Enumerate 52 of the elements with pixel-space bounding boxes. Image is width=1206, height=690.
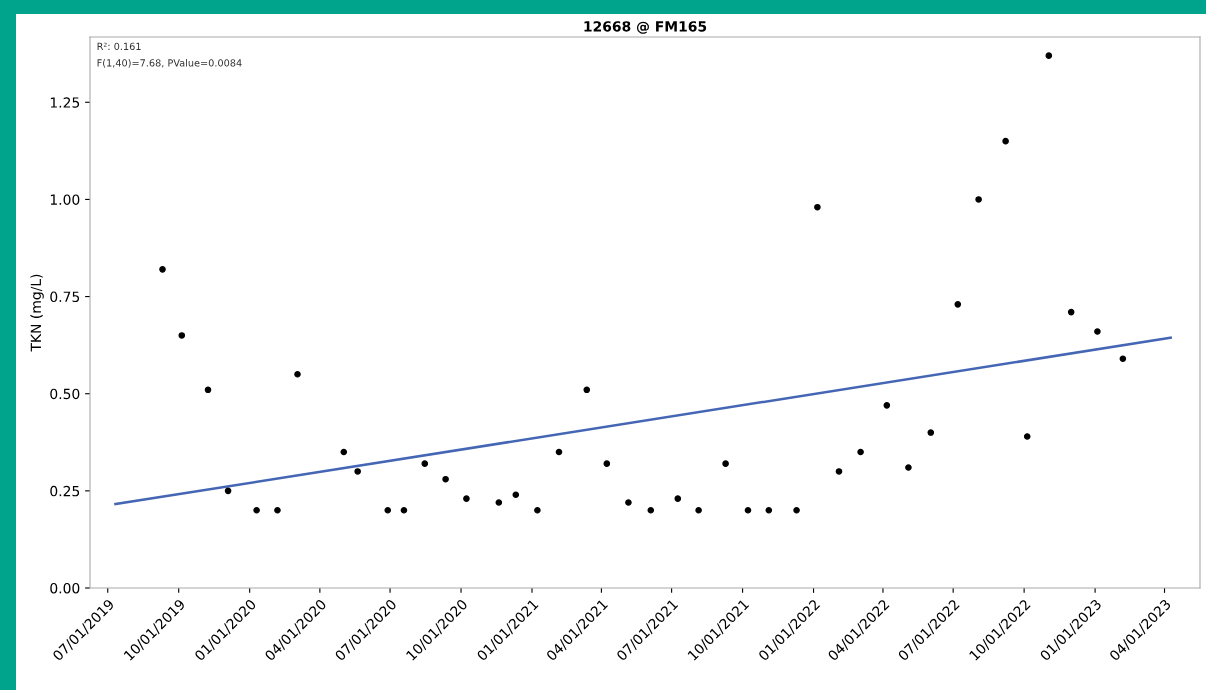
point	[1094, 328, 1101, 335]
point	[954, 301, 962, 308]
y-tick-label: 1.00	[50, 194, 80, 205]
y-tick-label: 0.00	[50, 582, 80, 594]
y-axis-title: TKN (mg/L)	[30, 274, 44, 352]
point	[1067, 308, 1075, 316]
point	[975, 196, 982, 203]
point	[1002, 137, 1009, 145]
point	[722, 460, 729, 467]
point	[354, 468, 361, 475]
annotation: R²: 0.161	[97, 42, 141, 51]
point	[647, 506, 655, 514]
point	[905, 464, 912, 471]
point	[793, 506, 800, 514]
point	[927, 429, 935, 436]
point	[583, 386, 591, 394]
point	[603, 460, 611, 467]
point	[224, 487, 232, 495]
point	[400, 506, 408, 514]
y-tick-label: 0.50	[50, 388, 80, 400]
point	[883, 402, 891, 409]
point	[159, 266, 166, 273]
point	[421, 460, 429, 467]
point	[512, 491, 520, 499]
point	[274, 506, 281, 514]
point	[534, 506, 541, 514]
annotation: F(1,40)=7.68, PValue=0.0084	[97, 59, 242, 68]
y-tick-label: 0.25	[50, 485, 80, 497]
point	[857, 448, 864, 456]
point	[340, 448, 348, 456]
point	[1045, 52, 1053, 59]
point	[1119, 355, 1127, 363]
point	[495, 499, 503, 506]
point	[1023, 433, 1031, 440]
point	[178, 332, 186, 339]
point	[674, 495, 682, 502]
point	[442, 475, 449, 483]
point	[695, 506, 702, 514]
point	[835, 468, 843, 475]
point	[253, 506, 260, 514]
point	[463, 495, 470, 502]
point	[384, 506, 392, 514]
y-tick-label: 1.25	[50, 97, 80, 108]
y-tick-label: 0.75	[50, 291, 80, 303]
point	[765, 506, 773, 514]
point	[204, 386, 212, 394]
point	[555, 448, 563, 456]
point	[625, 499, 632, 506]
point	[744, 506, 752, 514]
point	[814, 203, 821, 211]
chart-title: 12668 @ FM165	[584, 21, 707, 34]
point	[294, 370, 301, 378]
